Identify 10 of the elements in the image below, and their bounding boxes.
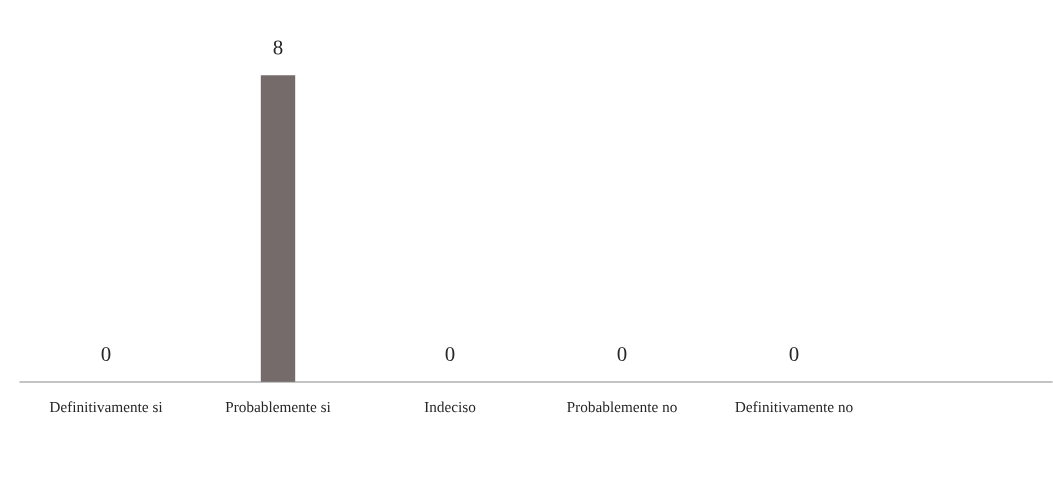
- x-tick-label: Probablemente si: [225, 401, 331, 413]
- data-label: 8: [273, 40, 283, 55]
- data-label: 0: [101, 347, 111, 362]
- x-tick-label: Probablemente no: [567, 401, 677, 413]
- data-label: 0: [445, 347, 455, 362]
- x-tick-label: Indeciso: [424, 401, 476, 413]
- data-label: 0: [617, 347, 627, 362]
- x-tick-label: Definitivamente no: [735, 401, 853, 413]
- x-tick-label: Definitivamente si: [49, 401, 163, 413]
- data-label: 0: [789, 347, 799, 362]
